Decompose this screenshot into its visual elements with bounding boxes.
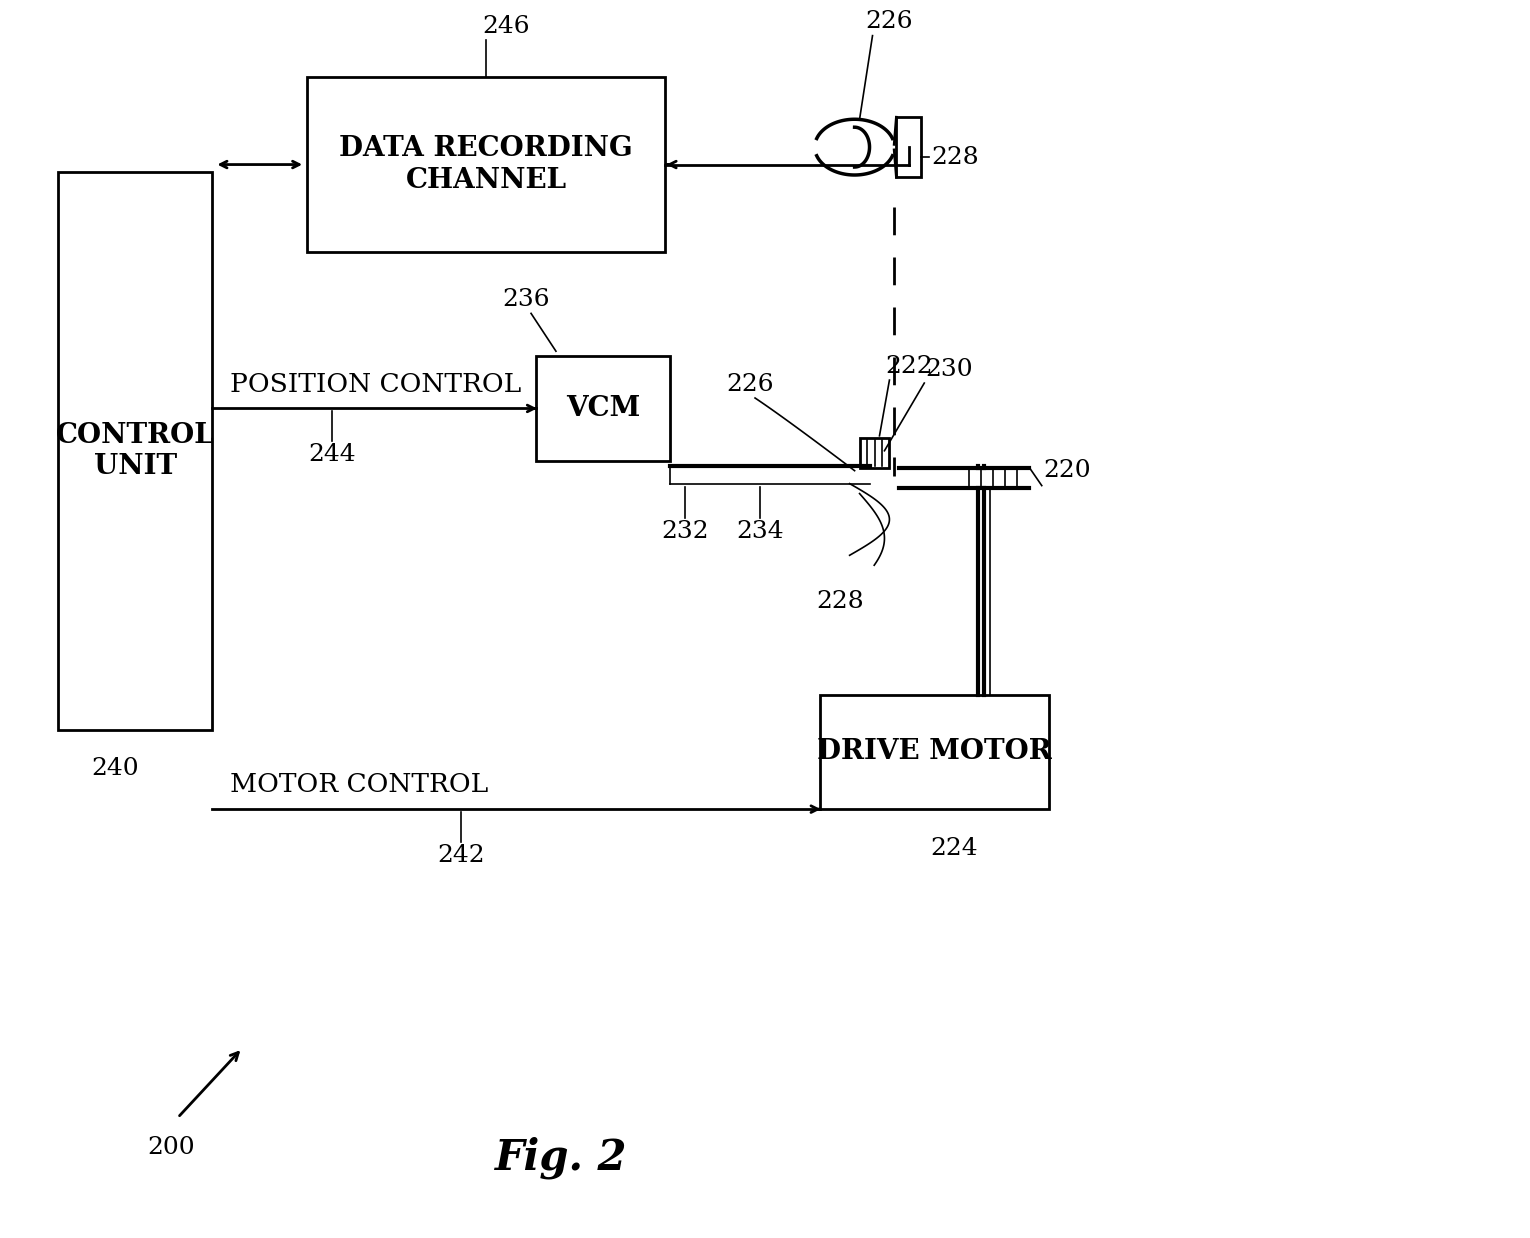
Text: 226: 226 [727,373,774,396]
Text: 236: 236 [502,288,549,312]
Text: POSITION CONTROL: POSITION CONTROL [231,371,522,396]
Text: 234: 234 [736,520,783,543]
Text: 230: 230 [926,358,973,381]
Bar [820,695,1048,810]
Text: 200: 200 [147,1135,194,1159]
Bar [536,357,670,461]
Bar [897,118,921,177]
Text: 244: 244 [308,443,356,467]
Bar [308,78,666,251]
Bar [860,438,889,468]
Text: 232: 232 [661,520,710,543]
Text: 240: 240 [92,758,139,780]
Text: 228: 228 [815,591,863,613]
Bar [58,172,213,729]
Text: CONTROL
UNIT: CONTROL UNIT [57,422,214,480]
Text: 222: 222 [886,355,933,378]
Text: 242: 242 [438,844,485,867]
Text: 228: 228 [932,146,979,168]
Text: 246: 246 [482,15,529,37]
Text: VCM: VCM [566,395,641,422]
Text: DATA RECORDING
CHANNEL: DATA RECORDING CHANNEL [340,135,633,193]
Text: MOTOR CONTROL: MOTOR CONTROL [231,773,488,797]
Text: Fig. 2: Fig. 2 [494,1136,627,1179]
Text: 226: 226 [866,10,913,32]
Text: 220: 220 [1043,459,1091,482]
Text: DRIVE MOTOR: DRIVE MOTOR [817,738,1051,765]
Text: 224: 224 [930,837,978,860]
